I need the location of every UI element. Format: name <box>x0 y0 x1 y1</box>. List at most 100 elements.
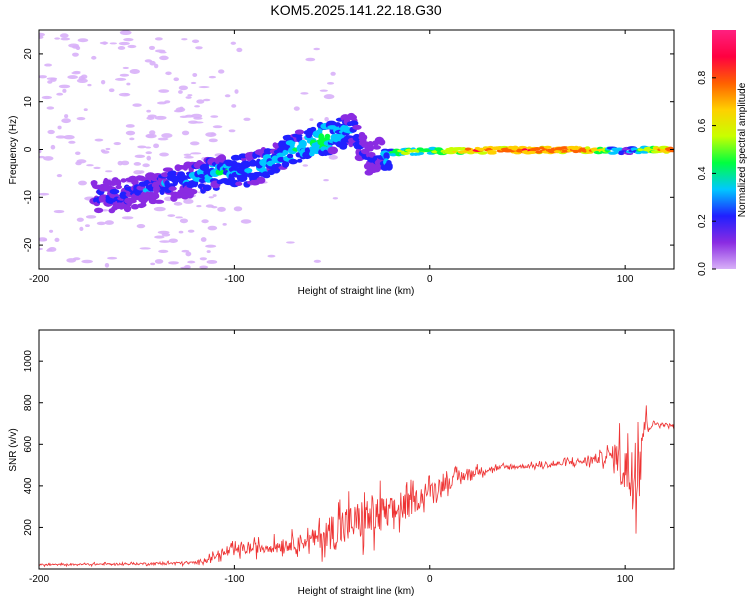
spectrogram-cell <box>400 151 411 155</box>
spectrogram-cell <box>173 77 180 82</box>
spectrogram-cell <box>72 70 81 73</box>
spectrogram-cell <box>130 203 139 210</box>
spectrogram-cell <box>233 206 243 212</box>
spectrogram-cell <box>100 79 106 85</box>
spectrogram-cell <box>149 60 156 66</box>
spectrogram-cell <box>68 43 80 48</box>
spectrogram-cell <box>119 73 130 77</box>
spectrogram-cell <box>378 138 386 146</box>
spectrogram-cell <box>59 33 69 38</box>
spectrogram-cell <box>288 158 298 165</box>
spectrogram-cell <box>120 178 127 183</box>
spectrogram-cell <box>53 209 65 214</box>
snr-panel: -200 -100 0 100 200 400 600 800 1000 Height of … <box>8 329 675 597</box>
spectrogram-cell <box>104 220 114 225</box>
spectrogram-cell <box>146 116 155 120</box>
spectrogram-cell <box>242 161 250 168</box>
spectrogram-cell <box>125 124 135 128</box>
snr-x-label: Height of straight line (km) <box>298 586 415 597</box>
spectrogram-cell <box>181 38 188 41</box>
spectrogram-cell <box>58 84 71 89</box>
spectrogram-cell <box>168 170 177 177</box>
spectrogram-cell <box>324 133 331 139</box>
spectrogram-cell <box>179 218 189 224</box>
spectrogram-cell <box>319 89 328 92</box>
spectrogram-cell <box>148 45 155 50</box>
spectrogram-cell <box>175 216 183 219</box>
spectrogram-cell <box>181 130 190 136</box>
spectrogram-cell <box>323 179 330 182</box>
x-tick-label: -200 <box>29 274 49 285</box>
spectrogram-cell <box>137 145 147 149</box>
spectrogram-cell <box>56 92 64 96</box>
spectrogram-cell <box>129 69 140 75</box>
spectrogram-cell <box>309 118 314 121</box>
spectrogram-cell <box>78 75 85 81</box>
spectrogram-x-ticks: -200 -100 0 100 <box>29 30 634 285</box>
spectrogram-cell <box>224 94 231 98</box>
spectrogram-cell <box>526 150 538 154</box>
spectrogram-cell <box>39 155 46 159</box>
spectrogram-cell <box>298 139 307 148</box>
spectrogram-cell <box>83 108 88 112</box>
colorbar-gradient <box>712 30 736 269</box>
x-tick-label: 100 <box>617 274 634 285</box>
spectrogram-cell <box>109 188 120 195</box>
spectrogram-cell <box>63 135 75 140</box>
spectrogram-cell <box>145 146 152 149</box>
spectrogram-cell <box>240 219 252 224</box>
spectrogram-cell <box>479 151 488 155</box>
spectrogram-cell <box>184 264 191 269</box>
y-tick-label: -10 <box>23 190 34 205</box>
spectrogram-cell <box>107 256 118 260</box>
y-tick-label: 20 <box>23 48 34 60</box>
spectrogram-cell <box>534 147 541 151</box>
spectrogram-cell <box>186 188 198 195</box>
spectrogram-cell <box>305 57 316 62</box>
spectrogram-cell <box>139 247 151 250</box>
colorbar: 0.0 0.2 0.4 0.6 0.8 Normalized spectral ampl… <box>697 30 748 276</box>
spectrogram-cell <box>543 145 552 149</box>
spectrogram-cell <box>384 162 393 169</box>
spectrogram-cell <box>154 37 163 41</box>
x-tick-label: -100 <box>224 574 244 585</box>
spectrogram-cell <box>146 155 152 161</box>
spectrogram-cell <box>313 259 322 263</box>
figure-title: KOM5.2025.141.22.18.G30 <box>270 2 441 18</box>
spectrogram-cell <box>56 173 63 178</box>
spectrogram-cell <box>120 160 130 166</box>
spectrogram-cell <box>207 225 218 231</box>
spectrogram-cell <box>324 117 329 122</box>
spectrogram-cell <box>208 138 218 143</box>
spectrogram-cell <box>464 147 472 151</box>
spectrogram-cell <box>372 145 381 150</box>
spectrogram-cell <box>72 52 79 57</box>
colorbar-tick-label: 0.4 <box>697 166 708 180</box>
spectrogram-cell <box>352 124 362 130</box>
spectrogram-cell <box>54 37 61 40</box>
snr-x-ticks: -200 -100 0 100 <box>29 330 634 585</box>
spectrogram-cell <box>39 35 44 39</box>
spectrogram-cell <box>234 89 239 94</box>
spectrogram-cell <box>162 167 173 173</box>
spectrogram-cell <box>206 259 218 264</box>
spectrogram-cell <box>203 98 211 102</box>
spectrogram-cell <box>256 176 266 184</box>
spectrogram-cell <box>286 153 294 159</box>
spectrogram-cell <box>196 99 205 104</box>
spectrogram-cell <box>75 151 81 155</box>
spectrogram-cell <box>190 152 202 155</box>
spectrogram-cell <box>123 205 132 213</box>
spectrogram-cell <box>54 237 60 243</box>
spectrogram-cell <box>332 197 339 200</box>
spectrogram-cell <box>560 146 569 150</box>
spectrogram-marks <box>39 30 674 269</box>
spectrogram-cell <box>134 154 146 159</box>
spectrogram-cell <box>134 188 143 196</box>
spectrogram-cell <box>86 164 94 167</box>
spectrogram-cell <box>104 170 113 173</box>
spectrogram-cell <box>158 249 169 254</box>
spectrogram-cell <box>212 125 223 129</box>
spectrogram-cell <box>39 75 47 79</box>
spectrogram-cell <box>76 116 86 121</box>
